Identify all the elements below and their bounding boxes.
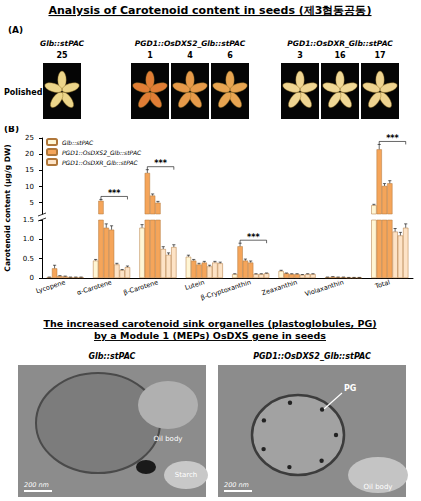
svg-text:0: 0 [30, 274, 34, 282]
svg-text:(B): (B) [4, 126, 19, 134]
svg-text:Polished: Polished [4, 88, 43, 97]
svg-text:Oil body: Oil body [154, 435, 183, 443]
svg-text:15: 15 [25, 166, 34, 174]
svg-text:***: *** [386, 134, 399, 143]
svg-text:Starch: Starch [175, 471, 198, 479]
svg-text:***: *** [108, 189, 121, 198]
svg-text:PGD1::OsDXS2_Glb::stPAC: PGD1::OsDXS2_Glb::stPAC [62, 149, 142, 157]
svg-text:5: 5 [30, 199, 34, 207]
svg-text:Violaxanthin: Violaxanthin [304, 278, 345, 298]
svg-text:1.0: 1.0 [23, 235, 34, 243]
svg-text:Lutein: Lutein [184, 278, 206, 292]
svg-text:1.5: 1.5 [23, 216, 34, 224]
svg-text:3: 3 [297, 51, 303, 60]
svg-text:Carotenoid content (μg/g DW): Carotenoid content (μg/g DW) [3, 144, 12, 271]
svg-text:200 nm: 200 nm [224, 481, 249, 489]
svg-text:4: 4 [187, 51, 193, 60]
svg-text:PGD1::OsDXS2_Glb::stPAC: PGD1::OsDXS2_Glb::stPAC [135, 39, 246, 48]
svg-text:Total: Total [373, 278, 391, 291]
svg-text:17: 17 [374, 51, 385, 60]
svg-text:Lycopene: Lycopene [35, 278, 67, 295]
svg-text:25: 25 [56, 51, 68, 60]
svg-text:Glb::stPAC: Glb::stPAC [89, 352, 136, 361]
svg-text:10: 10 [25, 183, 34, 191]
svg-text:PGD1::OsDXR_Glb::stPAC: PGD1::OsDXR_Glb::stPAC [62, 159, 139, 167]
svg-text:25: 25 [25, 134, 34, 142]
svg-text:***: *** [154, 159, 167, 168]
svg-text:16: 16 [334, 51, 346, 60]
svg-text:20: 20 [25, 150, 34, 158]
svg-text:6: 6 [227, 51, 233, 60]
svg-text:PGD1::OsDXR_Glb::stPAC: PGD1::OsDXR_Glb::stPAC [287, 39, 393, 48]
svg-text:β-Cryptoxanthin: β-Cryptoxanthin [200, 278, 252, 302]
svg-text:Glb::stPAC: Glb::stPAC [40, 39, 85, 48]
svg-text:PGD1::OsDXS2_Glb::stPAC: PGD1::OsDXS2_Glb::stPAC [253, 352, 371, 361]
svg-text:Glb::stPAC: Glb::stPAC [62, 139, 94, 146]
svg-text:Zeaxanthin: Zeaxanthin [261, 278, 299, 297]
svg-text:0.5: 0.5 [23, 255, 34, 263]
svg-text:Analysis of Carotenoid content: Analysis of Carotenoid content in seeds … [48, 4, 371, 17]
svg-text:Oil body: Oil body [364, 483, 393, 491]
svg-text:(A): (A) [8, 25, 23, 35]
svg-text:β-Carotene: β-Carotene [122, 278, 159, 297]
svg-text:by a Module 1 (MEPs) OsDXS gen: by a Module 1 (MEPs) OsDXS gene in seeds [94, 330, 326, 341]
svg-text:***: *** [247, 233, 260, 242]
svg-text:1: 1 [147, 51, 153, 60]
svg-text:200 nm: 200 nm [24, 481, 49, 489]
svg-text:PG: PG [344, 384, 356, 393]
svg-text:The increased carotenoid sink: The increased carotenoid sink organelles… [43, 318, 376, 329]
svg-text:α-Carotene: α-Carotene [76, 278, 113, 297]
